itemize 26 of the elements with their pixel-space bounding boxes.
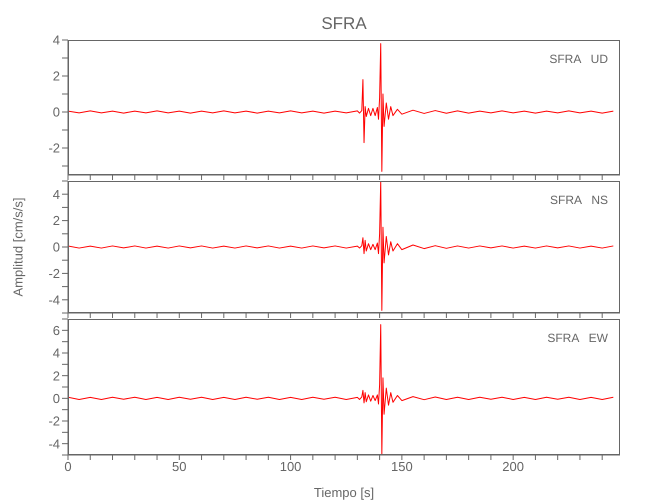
- annotation: SFRA EW: [547, 331, 608, 345]
- x-tick-label: 0: [64, 459, 72, 474]
- y-tick-label: 0: [52, 104, 60, 120]
- y-tick-label: -2: [48, 266, 60, 282]
- x-tick-label: 200: [502, 459, 524, 474]
- y-tick-label: 4: [52, 346, 60, 361]
- y-tick-label: -4: [48, 292, 60, 308]
- x-axis-title: Tiempo [s]: [314, 485, 374, 500]
- x-tick-label: 150: [391, 459, 413, 474]
- y-tick-label: 2: [52, 68, 60, 84]
- y-tick-label: 0: [52, 390, 60, 406]
- annotation: SFRA NS: [550, 193, 608, 207]
- y-tick-label: -2: [48, 414, 60, 429]
- y-tick-label: 0: [52, 240, 60, 255]
- y-tick-label: -4: [48, 436, 60, 452]
- x-tick-label: 100: [280, 459, 302, 474]
- y-tick-label: 6: [52, 322, 60, 338]
- y-tick-label: 2: [52, 368, 60, 384]
- y-tick-label: 4: [52, 32, 60, 48]
- annotation: SFRA UD: [549, 52, 608, 66]
- chart-title: SFRA: [320, 13, 368, 33]
- y-axis-title: Amplitud [cm/s/s]: [10, 198, 26, 296]
- y-tick-label: 2: [52, 213, 60, 228]
- x-tick-label: 50: [172, 459, 187, 474]
- y-tick-label: -2: [48, 140, 60, 156]
- y-tick-label: 4: [52, 186, 60, 202]
